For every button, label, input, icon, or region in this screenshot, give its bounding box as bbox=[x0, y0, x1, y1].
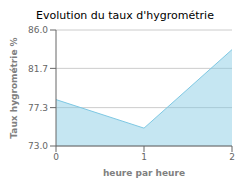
svg-text:0: 0 bbox=[53, 152, 59, 162]
svg-text:77.3: 77.3 bbox=[28, 103, 48, 113]
svg-text:73.0: 73.0 bbox=[28, 141, 48, 151]
svg-text:2: 2 bbox=[229, 152, 235, 162]
html-text:Evolution du taux d'hygrométri: Evolution du taux d'hygrométrie bbox=[36, 9, 214, 22]
svg-text:86.0: 86.0 bbox=[28, 25, 48, 35]
svg-text:81.7: 81.7 bbox=[28, 64, 48, 74]
svg-text:heure par heure: heure par heure bbox=[103, 168, 185, 178]
svg-text:1: 1 bbox=[141, 152, 147, 162]
svg-text:Taux hygrométrie %: Taux hygrométrie % bbox=[9, 37, 19, 138]
